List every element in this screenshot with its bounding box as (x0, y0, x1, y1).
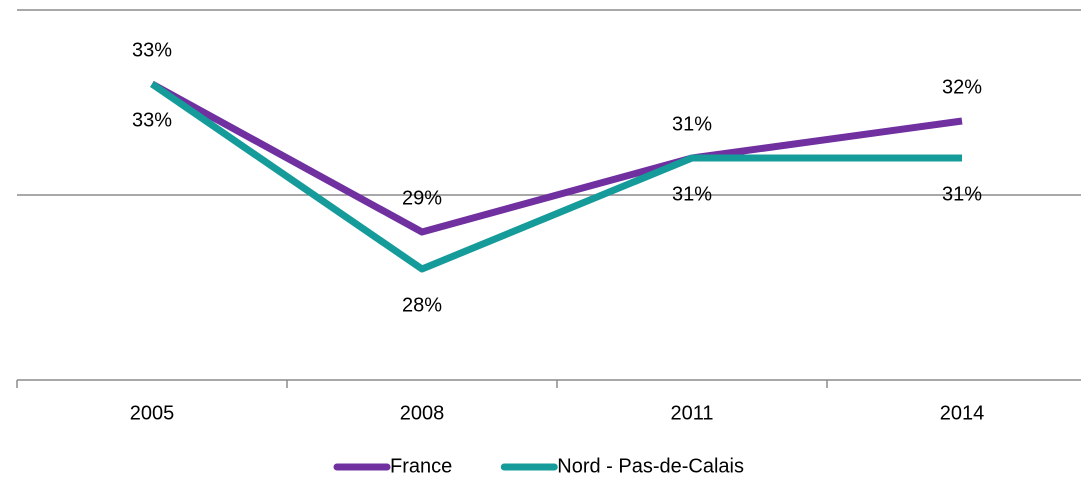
data-label: 33% (132, 39, 172, 61)
data-label: 32% (942, 76, 982, 98)
data-label: 28% (402, 294, 442, 316)
x-tick-label: 2005 (130, 402, 175, 424)
series-line (150, 81, 962, 273)
x-tick-label: 2014 (940, 402, 985, 424)
data-label: 31% (672, 113, 712, 135)
series-line (150, 80, 963, 236)
x-tick-label: 2008 (400, 402, 445, 424)
legend-label: Nord - Pas-de-Calais (557, 455, 744, 477)
data-label: 33% (132, 109, 172, 131)
legend-label: France (390, 455, 452, 477)
data-label: 31% (942, 183, 982, 205)
data-label: 31% (672, 183, 712, 205)
data-label: 29% (402, 187, 442, 209)
x-tick-label: 2011 (670, 402, 713, 424)
